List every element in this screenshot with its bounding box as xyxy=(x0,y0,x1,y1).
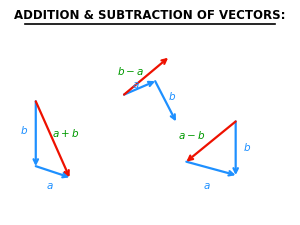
Text: $a + b$: $a + b$ xyxy=(52,127,79,139)
Text: $b - a$: $b - a$ xyxy=(117,65,144,77)
Text: $a - b$: $a - b$ xyxy=(178,129,205,141)
Text: ADDITION & SUBTRACTION OF VECTORS:: ADDITION & SUBTRACTION OF VECTORS: xyxy=(14,9,286,22)
Text: $b$: $b$ xyxy=(20,124,28,136)
Text: $a$: $a$ xyxy=(46,181,54,191)
Text: $b$: $b$ xyxy=(168,90,176,102)
Text: $a$: $a$ xyxy=(203,181,211,191)
Text: $b$: $b$ xyxy=(243,141,251,153)
Text: $a$: $a$ xyxy=(132,80,140,90)
